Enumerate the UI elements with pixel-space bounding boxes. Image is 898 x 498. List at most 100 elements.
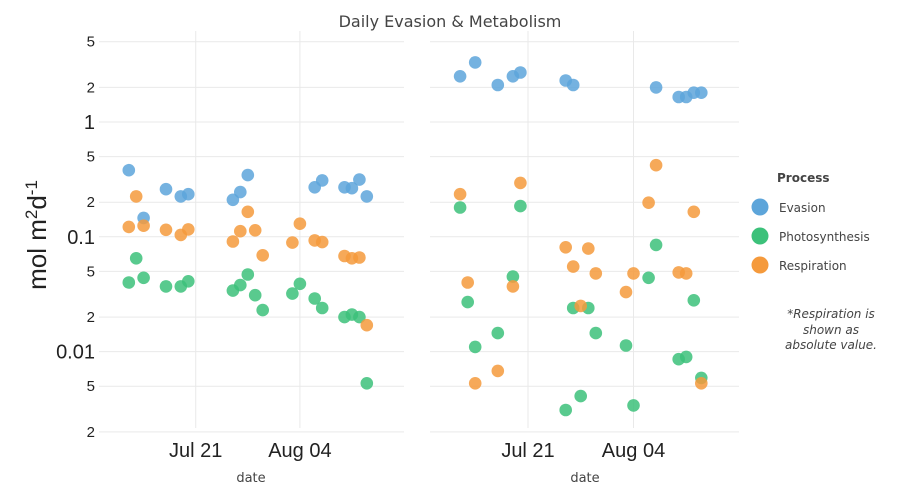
- photosynthesis-point[interactable]: [286, 287, 299, 300]
- x-tick-label: Aug 04: [268, 440, 331, 462]
- evasion-point[interactable]: [360, 190, 374, 203]
- evasion-point[interactable]: [453, 70, 467, 83]
- panel-left: Jul 21 Aug 04: [99, 31, 404, 462]
- legend-item-evasion[interactable]: Evasion: [751, 198, 826, 216]
- photosynthesis-point[interactable]: [619, 339, 633, 352]
- respiration-point[interactable]: [293, 217, 307, 230]
- legend-item-respiration[interactable]: Respiration: [751, 256, 847, 274]
- legend-marker-respiration: [751, 256, 769, 274]
- respiration-point[interactable]: [248, 224, 262, 237]
- photosynthesis-point[interactable]: [122, 276, 136, 289]
- legend-label-evasion: Evasion: [779, 201, 826, 215]
- evasion-point[interactable]: [182, 187, 195, 201]
- x-axis-title-left: date: [236, 471, 265, 486]
- respiration-point[interactable]: [627, 267, 640, 280]
- photosynthesis-point[interactable]: [627, 399, 640, 412]
- photosynthesis-point[interactable]: [248, 288, 262, 302]
- respiration-point[interactable]: [468, 377, 482, 390]
- photosynthesis-point[interactable]: [559, 403, 572, 417]
- respiration-point[interactable]: [234, 224, 247, 238]
- photosynthesis-point[interactable]: [461, 295, 475, 309]
- respiration-point[interactable]: [559, 241, 572, 254]
- y-tick-label: 5: [87, 263, 95, 280]
- photosynthesis-point[interactable]: [491, 326, 505, 340]
- photosynthesis-point[interactable]: [574, 389, 587, 403]
- respiration-point[interactable]: [582, 242, 595, 255]
- evasion-point[interactable]: [649, 81, 663, 94]
- respiration-point[interactable]: [566, 260, 580, 273]
- y-tick-label: 2: [87, 309, 95, 326]
- evasion-point[interactable]: [234, 185, 247, 199]
- respiration-point[interactable]: [353, 251, 366, 264]
- y-tick-label: 5: [87, 149, 95, 166]
- respiration-point[interactable]: [315, 235, 329, 249]
- respiration-point[interactable]: [695, 377, 708, 390]
- respiration-point[interactable]: [679, 267, 693, 280]
- photosynthesis-point[interactable]: [468, 340, 482, 354]
- respiration-point[interactable]: [360, 318, 374, 332]
- panel-right: Jul 21 Aug 04: [430, 31, 739, 462]
- evasion-point[interactable]: [315, 174, 329, 187]
- x-tick-label: Jul 21: [501, 440, 554, 462]
- respiration-point[interactable]: [182, 223, 195, 236]
- evasion-point[interactable]: [566, 78, 580, 92]
- photosynthesis-point[interactable]: [159, 280, 173, 293]
- respiration-point[interactable]: [453, 187, 467, 201]
- respiration-point[interactable]: [574, 299, 587, 313]
- photosynthesis-point[interactable]: [256, 303, 270, 317]
- respiration-point[interactable]: [619, 285, 633, 299]
- photosynthesis-point[interactable]: [353, 310, 366, 324]
- evasion-point[interactable]: [695, 86, 708, 99]
- legend-label-photosynthesis: Photosynthesis: [779, 230, 870, 244]
- y-axis-title: mol m2d-1: [22, 180, 53, 290]
- respiration-point[interactable]: [159, 223, 173, 237]
- photosynthesis-point[interactable]: [137, 271, 150, 285]
- photosynthesis-point[interactable]: [687, 294, 701, 307]
- respiration-point[interactable]: [514, 176, 527, 190]
- photosynthesis-point[interactable]: [315, 301, 329, 315]
- note-line-2: shown as: [803, 323, 859, 337]
- legend-item-photosynthesis[interactable]: Photosynthesis: [751, 227, 870, 245]
- photosynthesis-point[interactable]: [506, 270, 520, 283]
- evasion-point[interactable]: [514, 66, 527, 79]
- series-photosynthesis-left: [122, 251, 374, 390]
- photosynthesis-point[interactable]: [360, 377, 374, 390]
- photosynthesis-point[interactable]: [241, 268, 255, 281]
- evasion-point[interactable]: [159, 182, 173, 196]
- respiration-point[interactable]: [122, 220, 136, 234]
- legend-marker-photosynthesis: [751, 227, 769, 245]
- evasion-point[interactable]: [241, 168, 255, 182]
- photosynthesis-point[interactable]: [649, 238, 663, 252]
- respiration-point[interactable]: [506, 280, 520, 293]
- evasion-point[interactable]: [468, 56, 482, 69]
- photosynthesis-point[interactable]: [129, 251, 143, 265]
- y-tick-label: 0.1: [67, 227, 95, 249]
- evasion-point[interactable]: [491, 78, 505, 92]
- photosynthesis-point[interactable]: [182, 275, 195, 288]
- respiration-point[interactable]: [687, 205, 701, 219]
- respiration-point[interactable]: [241, 205, 255, 219]
- photosynthesis-point[interactable]: [234, 278, 247, 292]
- photosynthesis-point[interactable]: [293, 277, 307, 291]
- photosynthesis-point[interactable]: [453, 201, 467, 214]
- series-evasion-right: [453, 56, 708, 104]
- photosynthesis-point[interactable]: [514, 199, 527, 213]
- evasion-point[interactable]: [345, 181, 359, 195]
- respiration-point[interactable]: [129, 190, 143, 203]
- photosynthesis-point[interactable]: [642, 271, 655, 285]
- respiration-point[interactable]: [256, 249, 270, 262]
- photosynthesis-point[interactable]: [589, 326, 603, 340]
- evasion-point[interactable]: [353, 173, 366, 186]
- respiration-point[interactable]: [226, 235, 240, 248]
- photosynthesis-point[interactable]: [679, 350, 693, 364]
- respiration-point[interactable]: [491, 364, 505, 378]
- respiration-point[interactable]: [461, 276, 475, 289]
- respiration-point[interactable]: [589, 267, 603, 280]
- evasion-point[interactable]: [122, 163, 136, 177]
- respiration-point[interactable]: [649, 158, 663, 172]
- respiration-point[interactable]: [137, 219, 150, 232]
- respiration-point[interactable]: [286, 236, 299, 249]
- respiration-point[interactable]: [642, 196, 655, 209]
- photosynthesis-point[interactable]: [308, 292, 322, 305]
